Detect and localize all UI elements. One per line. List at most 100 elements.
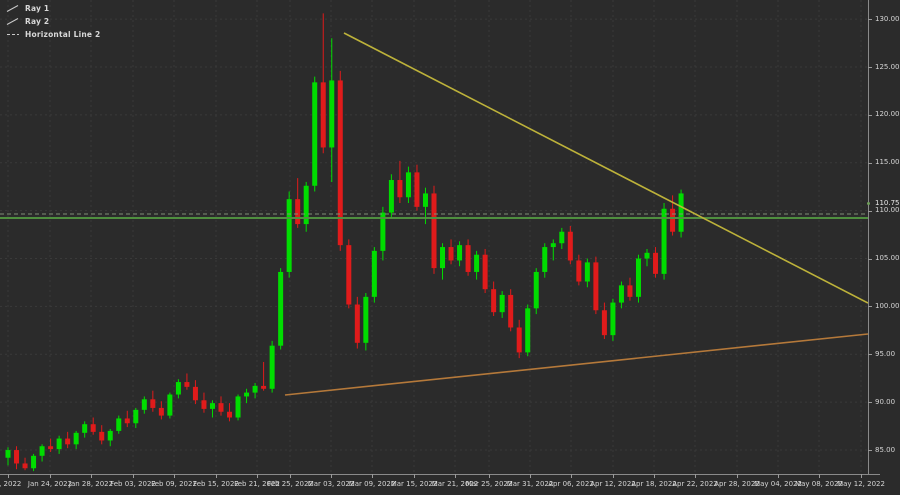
candle-body bbox=[618, 285, 624, 303]
candle-body bbox=[278, 271, 284, 346]
candle-body bbox=[73, 432, 79, 445]
candle-body bbox=[448, 247, 454, 261]
x-axis-label: Apr 18, 2022 bbox=[631, 480, 677, 488]
x-axis-tick bbox=[530, 474, 531, 478]
candle-body bbox=[295, 199, 301, 225]
candle-body bbox=[533, 271, 539, 309]
y-axis-label: 130.00 bbox=[875, 14, 900, 23]
y-axis-label: 95.00 bbox=[875, 349, 896, 358]
x-axis-tick bbox=[861, 474, 862, 478]
y-axis-label: 125.00 bbox=[875, 62, 900, 71]
price-marker-label: 110.75 bbox=[875, 198, 900, 207]
candle-body bbox=[312, 82, 318, 186]
diagonal-line-icon bbox=[6, 18, 19, 25]
candle-body bbox=[644, 252, 650, 259]
candle-body bbox=[653, 252, 659, 274]
legend-item-3[interactable]: Horizontal Line 2 bbox=[6, 29, 100, 40]
candle-body bbox=[584, 262, 590, 282]
chart-plot-area[interactable] bbox=[0, 0, 868, 474]
candle-body bbox=[457, 245, 463, 261]
x-axis-tick bbox=[290, 474, 291, 478]
candle-body bbox=[39, 446, 45, 456]
chart-legend: Ray 1 Ray 2 Horizontal Line 2 bbox=[6, 3, 100, 42]
x-axis-label: Mar 21, 2022 bbox=[431, 480, 479, 488]
y-axis-tick bbox=[868, 19, 872, 21]
candle-body bbox=[525, 308, 531, 353]
legend-label: Horizontal Line 2 bbox=[25, 30, 101, 39]
candle-body bbox=[167, 394, 173, 416]
candle-body bbox=[482, 254, 488, 290]
candlestick-series bbox=[5, 13, 684, 472]
candle-body bbox=[678, 193, 684, 232]
candle-body bbox=[354, 304, 360, 343]
candle-body bbox=[346, 245, 352, 305]
y-axis-tick bbox=[868, 67, 872, 69]
y-axis-label: 120.00 bbox=[875, 110, 900, 119]
ray-2[interactable] bbox=[284, 333, 868, 396]
candle-body bbox=[542, 247, 548, 272]
x-axis-label: Apr 22, 2022 bbox=[672, 480, 718, 488]
candle-body bbox=[440, 247, 446, 269]
candle-body bbox=[550, 243, 556, 248]
candle-body bbox=[22, 463, 28, 469]
x-axis-label: Mar 15, 2022 bbox=[390, 480, 438, 488]
drawing-overlays bbox=[0, 32, 868, 396]
candle-body bbox=[567, 231, 573, 261]
x-axis-label: Mar 31, 2022 bbox=[506, 480, 554, 488]
x-axis-tick bbox=[571, 474, 572, 478]
candle-body bbox=[261, 385, 267, 389]
candle-body bbox=[124, 418, 130, 424]
candle-body bbox=[252, 385, 258, 393]
y-axis-tick bbox=[868, 210, 872, 212]
candle-body bbox=[329, 80, 335, 148]
candle-body bbox=[286, 199, 292, 272]
candle-body bbox=[371, 250, 377, 297]
candle-body bbox=[601, 310, 607, 336]
x-axis-tick bbox=[489, 474, 490, 478]
x-axis-label: Mar 25, 2022 bbox=[465, 480, 513, 488]
candle-body bbox=[610, 302, 616, 336]
x-axis-label: Feb 03, 2022 bbox=[110, 480, 156, 488]
candle-body bbox=[65, 438, 71, 445]
x-axis-tick bbox=[613, 474, 614, 478]
candle-body bbox=[150, 399, 156, 408]
x-axis-line bbox=[0, 474, 880, 475]
x-axis-label: Apr 12, 2022 bbox=[590, 480, 636, 488]
legend-item-2[interactable]: Ray 2 bbox=[6, 16, 100, 27]
x-axis-tick bbox=[778, 474, 779, 478]
x-axis-tick bbox=[372, 474, 373, 478]
candle-body bbox=[218, 403, 224, 412]
legend-item-1[interactable]: Ray 1 bbox=[6, 3, 100, 14]
candle-body bbox=[405, 172, 411, 198]
y-axis-tick bbox=[868, 402, 872, 404]
y-axis-tick bbox=[868, 162, 872, 164]
candle-body bbox=[414, 172, 420, 207]
candle-body bbox=[516, 327, 522, 353]
candle-body bbox=[380, 212, 386, 251]
x-axis-label: Mar 03, 2022 bbox=[307, 480, 355, 488]
candle-body bbox=[158, 407, 164, 416]
candle-body bbox=[116, 418, 122, 431]
candle-body bbox=[227, 411, 233, 418]
candle-body bbox=[56, 438, 62, 450]
candle-body bbox=[593, 262, 599, 311]
candle-body bbox=[303, 185, 309, 225]
candle-body bbox=[337, 80, 343, 246]
x-axis-label: Apr 06, 2022 bbox=[548, 480, 594, 488]
horizontal-line-icon bbox=[7, 34, 19, 35]
y-axis-tick bbox=[868, 114, 872, 116]
candle-body bbox=[635, 258, 641, 297]
candle-body bbox=[422, 193, 428, 207]
candle-body bbox=[397, 180, 403, 198]
candle-body bbox=[508, 294, 514, 328]
candle-body bbox=[499, 294, 505, 313]
x-axis-label: May 04, 2022 bbox=[754, 480, 802, 488]
candle-body bbox=[627, 285, 633, 297]
candle-body bbox=[133, 409, 139, 424]
diagonal-line-icon bbox=[6, 5, 19, 12]
x-axis-label: 8, 2022 bbox=[0, 480, 22, 488]
ray-1[interactable] bbox=[343, 32, 868, 304]
candle-body bbox=[559, 231, 565, 244]
candle-body bbox=[465, 245, 471, 272]
